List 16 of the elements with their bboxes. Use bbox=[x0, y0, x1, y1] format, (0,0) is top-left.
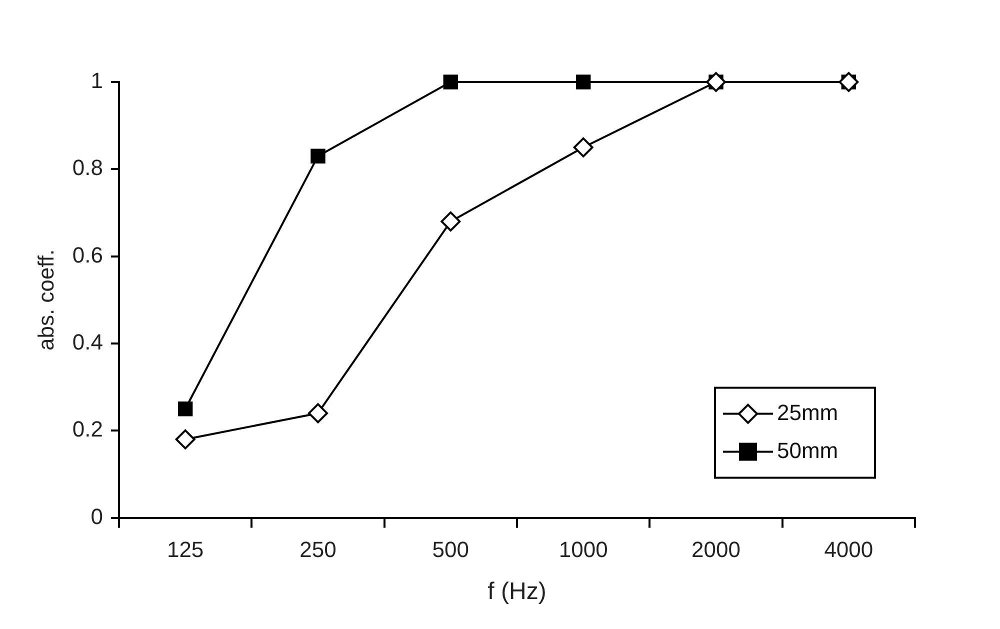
legend-label: 25mm bbox=[777, 400, 838, 425]
y-axis-title: abs. coeff. bbox=[33, 249, 58, 350]
y-tick-label: 1 bbox=[90, 68, 103, 94]
y-tick-label: 0 bbox=[90, 504, 103, 529]
legend-label: 50mm bbox=[777, 438, 838, 463]
y-tick-label: 0.2 bbox=[72, 416, 103, 442]
x-axis-title: f (Hz) bbox=[488, 578, 546, 606]
x-tick-label: 4000 bbox=[824, 537, 874, 562]
x-tick-label: 500 bbox=[432, 537, 470, 562]
y-tick-label: 0.8 bbox=[72, 155, 103, 180]
y-tick-label: 0.6 bbox=[72, 242, 103, 268]
x-tick-label: 125 bbox=[166, 537, 204, 562]
x-tick-label: 250 bbox=[300, 537, 336, 562]
x-tick-label: 2000 bbox=[692, 537, 740, 562]
x-tick-label: 1000 bbox=[558, 537, 608, 562]
y-tick-label: 0.4 bbox=[72, 330, 103, 355]
